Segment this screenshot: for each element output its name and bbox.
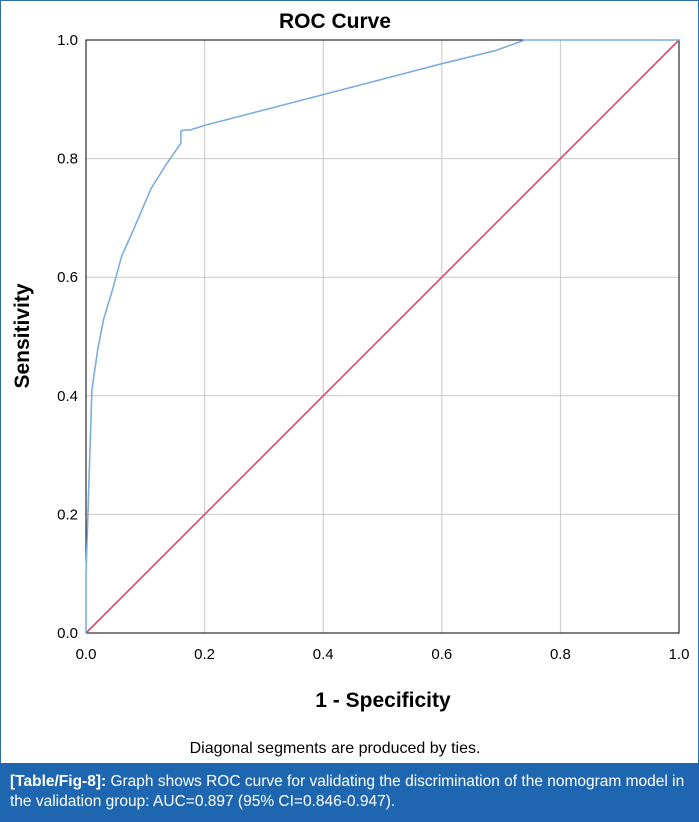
x-tick-label: 0.4 bbox=[313, 646, 334, 663]
y-tick-labels: 0.0 0.2 0.4 0.6 0.8 1.0 bbox=[57, 32, 78, 642]
roc-chart: ROC Curve 0.0 0.2 0.4 0.6 0.8 1.0 0.00.20.40.… bbox=[11, 10, 690, 757]
caption-text: Graph shows ROC curve for validating the… bbox=[10, 773, 685, 810]
y-tick-label: 0.4 bbox=[57, 388, 78, 405]
x-tick-label: 1.0 bbox=[669, 646, 690, 663]
y-tick-label: 0.6 bbox=[57, 269, 78, 286]
x-axis-label: 1 - Specificity bbox=[315, 689, 451, 712]
plot-area-border bbox=[85, 39, 680, 634]
reference-diagonal-line bbox=[85, 39, 680, 634]
roc-curve-line bbox=[85, 39, 679, 633]
y-axis-label: Sensitivity bbox=[11, 283, 34, 388]
x-tick-label: 0.6 bbox=[431, 646, 452, 663]
series-lines bbox=[85, 39, 680, 634]
chart-footnote: Diagonal segments are produced by ties. bbox=[190, 740, 481, 757]
chart-title: ROC Curve bbox=[279, 10, 391, 33]
x-tick-labels: 0.0 0.2 0.4 0.6 0.8 1.0 bbox=[76, 646, 690, 663]
caption-tag: [Table/Fig-8]: bbox=[10, 773, 107, 790]
figure-caption: [Table/Fig-8]: Graph shows ROC curve for… bbox=[0, 763, 699, 822]
x-tick-label: 0.2 bbox=[194, 646, 215, 663]
x-tick-label: 0.0 bbox=[76, 646, 97, 663]
figure-frame: ROC Curve 0.0 0.2 0.4 0.6 0.8 1.0 0.0 0.2 0.4 0.… bbox=[0, 0, 699, 763]
y-tick-label: 0.8 bbox=[57, 151, 78, 168]
y-tick-label: 0.2 bbox=[57, 506, 78, 523]
x-tick-label: 0.8 bbox=[550, 646, 571, 663]
y-tick-label: 1.0 bbox=[57, 32, 78, 49]
y-tick-label: 0.0 bbox=[57, 625, 78, 642]
